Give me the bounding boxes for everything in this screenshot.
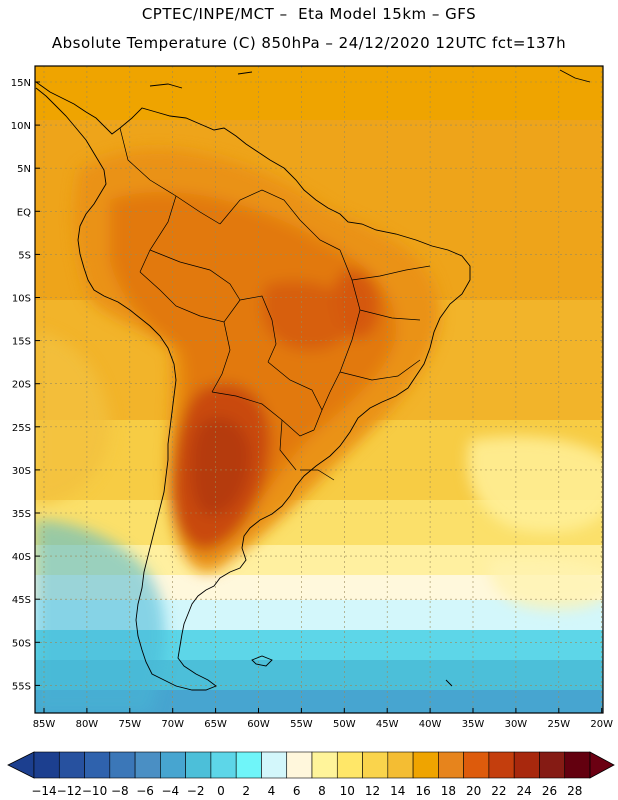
colorbar-label: 8 <box>318 784 326 798</box>
colorbar-segment <box>261 751 288 779</box>
coastlines <box>35 69 591 691</box>
colorbar-label: 14 <box>390 784 405 798</box>
lat-label: 15N <box>11 78 31 89</box>
lat-label: 50S <box>12 638 31 649</box>
colorbar-segment <box>387 751 414 779</box>
lat-label: 20S <box>12 380 31 391</box>
lat-label: 35S <box>12 509 31 520</box>
colorbar-label: 0 <box>217 784 225 798</box>
map-frame <box>34 65 604 714</box>
longitude-labels: 85W 80W 75W 70W 65W 60W 55W 50W 45W 40W 35W 30W 25W 2… <box>33 708 613 730</box>
temperature-band <box>35 66 603 120</box>
chart-title-line-2: Absolute Temperature (C) 850hPa – 24/12/… <box>51 34 567 52</box>
colorbar-label: −4 <box>162 784 180 798</box>
colorbar-segment <box>185 751 212 779</box>
colorbar-label: 4 <box>268 784 276 798</box>
lon-label: 40W <box>419 719 442 730</box>
colorbar-segment <box>58 751 85 779</box>
colorbar-label: 22 <box>491 784 506 798</box>
colorbar-segment <box>109 751 136 779</box>
colorbar-left-arrow <box>7 751 35 779</box>
temperature-field <box>35 66 603 713</box>
colorbar-label: 24 <box>517 784 532 798</box>
lon-label: 20W <box>590 719 613 730</box>
lat-label: 5N <box>17 164 31 175</box>
colorbar-label: 18 <box>441 784 456 798</box>
lat-label: 25S <box>12 423 31 434</box>
colorbar-label: −8 <box>111 784 129 798</box>
lat-label: EQ <box>17 207 31 218</box>
colorbar-segment <box>311 751 338 779</box>
lat-label: 10S <box>12 294 31 305</box>
colorbar-label: 28 <box>567 784 582 798</box>
lon-label: 80W <box>76 719 99 730</box>
colorbar-right-arrow <box>589 751 615 779</box>
colorbar-label: −2 <box>187 784 205 798</box>
lat-label: 30S <box>12 466 31 477</box>
colorbar-segment <box>33 751 60 779</box>
colorbar-segment <box>488 751 515 779</box>
latitude-labels: 15N 10N 5N EQ 5S 10S 15S 20S 25S 30S 35S 40S 45S 50S 5… <box>11 78 40 692</box>
colorbar-segment <box>286 751 313 779</box>
lon-label: 70W <box>161 719 184 730</box>
lat-label: 40S <box>12 552 31 563</box>
chart-title-line-1: CPTEC/INPE/MCT – Eta Model 15km – GFS <box>141 5 477 23</box>
lon-label: 60W <box>247 719 270 730</box>
lon-label: 65W <box>204 719 227 730</box>
lat-label: 5S <box>18 250 31 261</box>
lon-label: 50W <box>333 719 356 730</box>
temperature-band <box>35 690 603 713</box>
lon-label: 85W <box>33 719 56 730</box>
country-borders <box>119 127 431 481</box>
colorbar-segment <box>134 751 161 779</box>
colorbar-label: −6 <box>136 784 154 798</box>
colorbar-segment <box>235 751 262 779</box>
colorbar-label: 12 <box>365 784 380 798</box>
colorbar-segment <box>210 751 237 779</box>
lon-label: 55W <box>290 719 313 730</box>
lon-label: 30W <box>505 719 528 730</box>
colorbar-segment <box>84 751 111 779</box>
colorbar-label: 10 <box>340 784 355 798</box>
colorbar-label: −12 <box>57 784 82 798</box>
colorbar-label: −10 <box>82 784 107 798</box>
lon-label: 25W <box>547 719 570 730</box>
colorbar-label: −14 <box>31 784 56 798</box>
colorbar-label: 16 <box>415 784 430 798</box>
colorbar-segment <box>564 751 591 779</box>
lat-label: 10N <box>11 121 31 132</box>
colorbar-segment <box>463 751 490 779</box>
colorbar-label: 2 <box>242 784 250 798</box>
lat-label: 55S <box>12 681 31 692</box>
colorbar: −14 −12 −10 −8 −6 −4 −2 0 2 4 6 8 10 12 14 16 18 20 22 24 26… <box>7 751 615 798</box>
colorbar-segment <box>362 751 389 779</box>
colorbar-label: 20 <box>466 784 481 798</box>
colorbar-label: 26 <box>542 784 557 798</box>
colorbar-segment <box>539 751 566 779</box>
lon-label: 35W <box>462 719 485 730</box>
lat-label: 15S <box>12 337 31 348</box>
colorbar-segment <box>412 751 439 779</box>
lon-label: 75W <box>118 719 141 730</box>
colorbar-segment <box>336 751 363 779</box>
lon-label: 45W <box>376 719 399 730</box>
colorbar-segment <box>160 751 186 779</box>
lat-label: 45S <box>12 595 31 606</box>
colorbar-segment <box>513 751 540 779</box>
colorbar-segment <box>438 751 464 779</box>
colorbar-label: 6 <box>293 784 301 798</box>
